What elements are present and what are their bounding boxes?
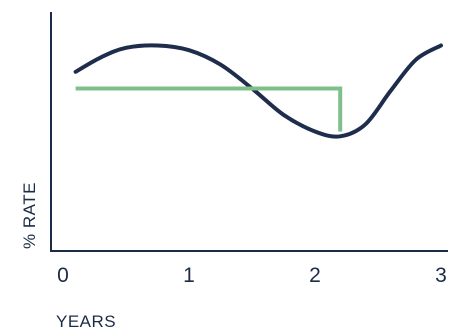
x-axis-title: YEARS	[56, 312, 116, 329]
series-line-curve	[73, 43, 443, 139]
series-line-step	[75, 86, 343, 132]
x-tick-label: 2	[309, 264, 321, 287]
x-tick-label: 3	[435, 264, 447, 287]
x-tick-labels: 0 1 2 3	[57, 264, 447, 287]
x-tick-label: 1	[183, 264, 195, 287]
y-axis-title: % RATE	[20, 182, 39, 249]
axes	[50, 12, 448, 252]
series-layer	[73, 43, 443, 139]
x-tick-label: 0	[57, 264, 69, 287]
